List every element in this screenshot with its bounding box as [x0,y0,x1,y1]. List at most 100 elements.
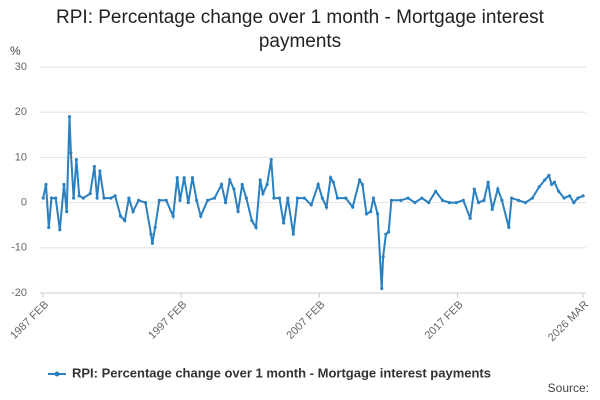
data-point [150,241,154,245]
data-point [482,198,486,202]
data-point [131,210,135,214]
data-point [291,232,295,236]
data-point [295,196,300,200]
data-point [562,196,566,200]
data-point [516,198,521,202]
data-point [98,169,102,173]
data-point [530,196,534,200]
data-point [543,178,547,182]
data-point [102,196,106,200]
data-point [258,178,262,182]
data-point [329,176,333,180]
x-tick-label: 1997 FEB [146,299,189,342]
data-point [547,173,551,178]
data-point [381,255,385,259]
data-point [384,232,388,236]
data-point [123,219,127,223]
data-point [316,182,320,187]
data-point [143,201,148,205]
data-point [153,225,157,230]
data-point [389,198,394,202]
y-tick-label: 20 [15,106,27,118]
data-point [302,196,306,200]
data-point [344,196,348,200]
data-point [58,228,62,232]
x-tick-label: 2026 MAR [546,299,591,344]
data-point [41,196,45,200]
data-point [109,196,113,200]
data-point [250,219,254,223]
data-point [265,182,269,187]
data-point [552,180,557,184]
data-point [65,210,69,214]
data-point [199,214,203,218]
data-point [113,194,117,198]
data-point [149,232,153,236]
data-point [261,191,265,196]
data-point [360,182,364,187]
data-point [171,214,175,218]
data-point [427,201,431,205]
data-point [219,182,224,187]
data-point [232,187,236,191]
y-tick-label: 30 [15,61,27,73]
y-tick-label: -20 [11,287,27,299]
data-point [335,196,340,200]
data-point [324,205,329,209]
data-point [351,205,355,209]
data-point [277,196,282,200]
data-point [136,198,141,202]
data-point [67,115,72,119]
data-point [178,198,182,202]
legend-label: RPI: Percentage change over 1 month - Mo… [72,365,491,380]
data-point [523,201,528,205]
data-point [556,189,561,193]
data-point [486,180,490,184]
data-point [550,182,554,187]
source: Source: [548,381,589,395]
data-point [127,196,131,200]
data-point [286,196,290,200]
data-point [476,201,481,205]
data-point [434,189,438,193]
data-point [272,196,276,200]
data-point [224,201,228,205]
data-point [331,180,335,184]
data-point [44,182,48,187]
data-point [413,201,417,205]
data-point [468,216,472,221]
data-point [62,182,66,187]
data-point [507,225,511,230]
y-tick-label: 10 [15,151,27,163]
data-point [369,210,373,214]
data-point [440,198,445,202]
data-point [164,198,168,202]
data-point [490,207,494,211]
data-point [420,196,424,200]
data-point [54,196,58,200]
y-unit: % [10,44,21,58]
x-tick-label: 1987 FEB [8,299,51,342]
data-point [568,194,572,198]
data-point [206,198,210,202]
data-point [500,198,504,202]
y-tick-label: -10 [11,242,27,254]
data-point [175,176,179,180]
data-point [309,203,313,207]
data-point [92,164,96,169]
data-point [510,196,514,200]
data-point [190,176,195,180]
data-point [47,225,51,230]
data-point [236,210,240,214]
data-point [364,212,369,216]
data-point [119,214,123,218]
data-point [240,182,244,187]
data-point [88,191,92,196]
x-tick-label: 2017 FEB [423,299,466,342]
data-point [461,198,465,202]
data-point [320,196,324,200]
data-point [157,198,161,202]
data-point [375,212,380,216]
